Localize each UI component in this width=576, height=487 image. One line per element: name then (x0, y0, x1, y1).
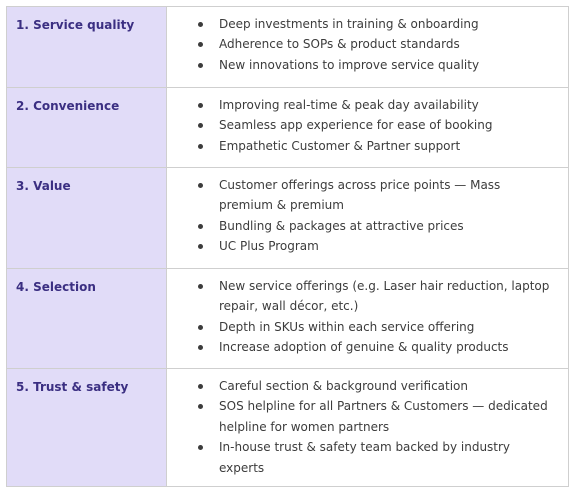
category-cell: 1. Service quality (6, 6, 167, 88)
list-item: Customer offerings across price points —… (198, 175, 558, 216)
bullet-list: Careful section & background verificatio… (167, 369, 568, 486)
table-row: 4. Selection New service offerings (e.g.… (6, 268, 569, 369)
table-row: 3. Value Customer offerings across price… (6, 167, 569, 269)
bullet-list: Customer offerings across price points —… (167, 168, 568, 265)
category-label: 3. Value (16, 179, 71, 193)
pillars-table: 1. Service quality Deep investments in t… (6, 6, 569, 487)
bullet-list: Improving real-time & peak day availabil… (167, 88, 568, 164)
list-item: Deep investments in training & onboardin… (198, 14, 558, 34)
items-cell: Improving real-time & peak day availabil… (166, 87, 569, 168)
list-item: UC Plus Program (198, 236, 558, 256)
items-cell: New service offerings (e.g. Laser hair r… (166, 268, 569, 369)
list-item: Careful section & background verificatio… (198, 376, 558, 396)
list-item: Adherence to SOPs & product standards (198, 34, 558, 54)
category-label: 1. Service quality (16, 18, 135, 32)
list-item: New innovations to improve service quali… (198, 55, 558, 75)
list-item: Depth in SKUs within each service offeri… (198, 317, 558, 337)
list-item: Empathetic Customer & Partner support (198, 136, 558, 156)
items-cell: Careful section & background verificatio… (166, 367, 569, 487)
list-item: New service offerings (e.g. Laser hair r… (198, 276, 558, 317)
bullet-list: New service offerings (e.g. Laser hair r… (167, 269, 568, 366)
list-item: Bundling & packages at attractive prices (198, 216, 558, 236)
table-row: 5. Trust & safety Careful section & back… (6, 367, 569, 487)
category-cell: 4. Selection (6, 268, 167, 369)
bullet-list: Deep investments in training & onboardin… (167, 7, 568, 83)
items-cell: Deep investments in training & onboardin… (166, 6, 569, 88)
list-item: Increase adoption of genuine & quality p… (198, 337, 558, 357)
category-cell: 2. Convenience (6, 87, 167, 168)
category-label: 2. Convenience (16, 99, 120, 113)
list-item: In-house trust & safety team backed by i… (198, 437, 558, 478)
category-label: 5. Trust & safety (16, 380, 129, 394)
category-cell: 3. Value (6, 167, 167, 269)
category-cell: 5. Trust & safety (6, 367, 167, 487)
list-item: Seamless app experience for ease of book… (198, 115, 558, 135)
list-item: Improving real-time & peak day availabil… (198, 95, 558, 115)
items-cell: Customer offerings across price points —… (166, 167, 569, 269)
table-row: 2. Convenience Improving real-time & pea… (6, 87, 569, 168)
table-row: 1. Service quality Deep investments in t… (6, 6, 569, 88)
list-item: SOS helpline for all Partners & Customer… (198, 396, 558, 437)
category-label: 4. Selection (16, 280, 96, 294)
